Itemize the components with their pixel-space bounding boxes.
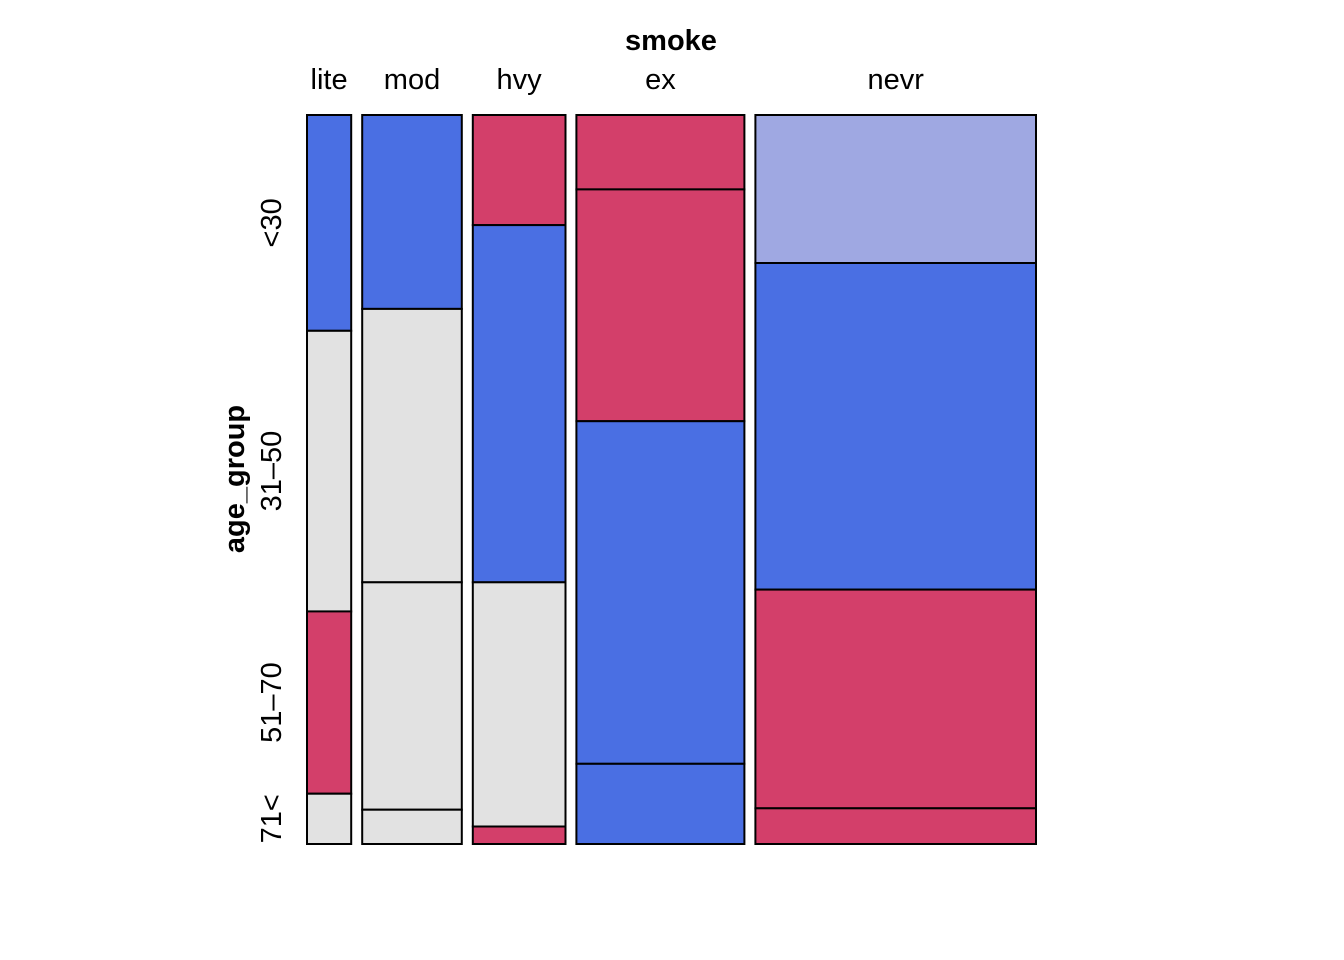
x-tick-label-mod: mod — [384, 64, 440, 96]
x-tick-labels: lite mod hvy ex nevr — [311, 64, 925, 96]
tile-ex-2 — [575, 188, 746, 423]
tile-lite-2 — [306, 329, 353, 613]
tile-nevr-1 — [754, 114, 1038, 264]
x-tick-label-hvy: hvy — [497, 64, 543, 96]
tile-nevr-3 — [754, 588, 1038, 810]
y-tick-labels: <30 31–50 51–70 71< — [256, 198, 288, 843]
tile-lite-3 — [306, 610, 353, 795]
tile-ex-1 — [575, 114, 746, 191]
y-tick-label-4: 71< — [256, 794, 288, 843]
tile-mod-1 — [361, 114, 463, 310]
tile-hvy-3 — [471, 581, 567, 828]
tile-lite-1 — [306, 114, 353, 332]
x-tick-label-lite: lite — [311, 64, 348, 96]
tile-mod-4 — [361, 808, 463, 846]
tile-mod-3 — [361, 581, 463, 811]
y-tick-label-2: 31–50 — [256, 431, 288, 512]
tile-mod-2 — [361, 307, 463, 584]
tile-ex-4 — [575, 762, 746, 845]
tile-hvy-4 — [471, 825, 567, 845]
tile-hvy-2 — [471, 224, 567, 584]
tile-lite-4 — [306, 792, 353, 846]
x-tick-label-ex: ex — [645, 64, 676, 96]
tile-ex-3 — [575, 420, 746, 765]
y-axis-title: age_group — [219, 405, 251, 553]
tile-nevr-4 — [754, 807, 1038, 845]
mosaic-tiles — [306, 114, 1038, 846]
y-tick-label-1: <30 — [256, 198, 288, 247]
x-axis-title: smoke — [625, 25, 717, 57]
x-tick-label-nevr: nevr — [867, 64, 924, 96]
y-tick-label-3: 51–70 — [256, 662, 288, 743]
tile-nevr-2 — [754, 262, 1038, 591]
tile-hvy-1 — [471, 114, 567, 227]
